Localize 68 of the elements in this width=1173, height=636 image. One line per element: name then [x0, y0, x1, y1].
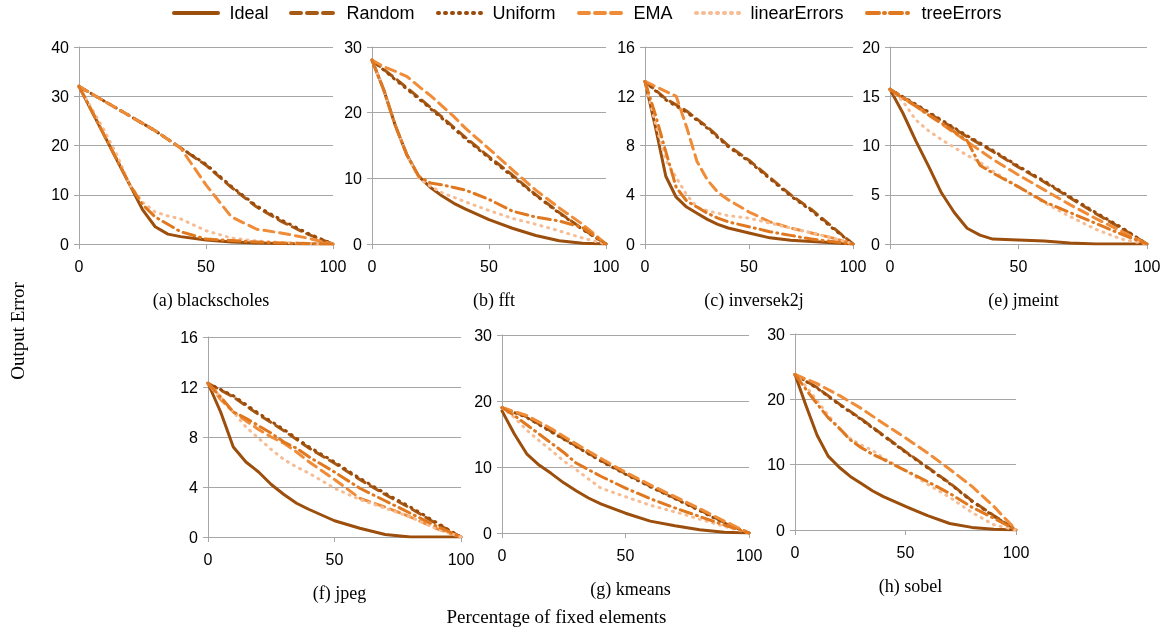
y-tick-label: 15	[862, 87, 881, 105]
y-tick-label: 4	[626, 186, 636, 204]
y-tick-label: 20	[344, 104, 363, 122]
y-tick-label: 10	[474, 458, 493, 476]
legend-label: linearErrors	[750, 2, 844, 24]
y-tick-label: 16	[180, 328, 199, 346]
y-tick-label: 30	[51, 87, 70, 105]
text: (b) fft	[472, 290, 516, 311]
x-tick-label: 50	[1009, 257, 1028, 275]
y-tick-label: 0	[189, 528, 199, 546]
y-tick-label: 8	[189, 428, 199, 446]
x-tick-label: 50	[480, 257, 498, 275]
x-tick-label: 100	[1002, 543, 1030, 561]
y-tick-label: 0	[60, 235, 70, 253]
y-axis-title: Output Error	[7, 281, 29, 381]
y-tick-label: 5	[871, 186, 881, 204]
x-tick-label: 0	[367, 257, 377, 275]
text: (f) jpeg	[312, 583, 367, 604]
y-tick-label: 16	[617, 38, 636, 56]
y-tick-label: 0	[353, 235, 363, 253]
x-tick-label: 100	[735, 546, 763, 564]
x-tick-label: 100	[592, 257, 620, 275]
y-tick-label: 30	[767, 325, 786, 343]
legend-label: treeErrors	[921, 2, 1002, 24]
x-tick-label: 100	[447, 550, 475, 568]
y-tick-label: 0	[776, 521, 786, 539]
x-tick-label: 100	[319, 257, 347, 275]
y-tick-label: 0	[871, 235, 881, 253]
y-tick-label: 0	[483, 524, 493, 542]
y-tick-label: 30	[474, 326, 493, 344]
y-tick-label: 10	[767, 456, 786, 474]
text: (g) kmeans	[590, 579, 671, 600]
x-tick-label: 0	[203, 550, 213, 568]
y-tick-label: 8	[626, 137, 636, 154]
text: (e) jmeint	[988, 290, 1059, 311]
y-tick-label: 20	[474, 392, 493, 410]
text: (h) sobel	[878, 576, 943, 597]
y-tick-label: 10	[344, 169, 363, 187]
y-tick-label: 20	[767, 390, 786, 408]
legend-label: Uniform	[492, 2, 556, 24]
text: (c) inversek2j	[704, 290, 804, 311]
legend-label: Random	[346, 2, 415, 24]
y-tick-label: 10	[51, 186, 70, 204]
y-tick-label: 12	[617, 87, 636, 105]
x-tick-label: 0	[885, 257, 895, 275]
x-tick-label: 100	[1133, 257, 1161, 275]
x-tick-label: 0	[497, 546, 507, 564]
x-tick-label: 50	[896, 543, 915, 561]
text: (a) blackscholes	[152, 290, 270, 311]
x-tick-label: 0	[790, 543, 800, 561]
x-tick-label: 50	[197, 257, 215, 275]
legend-label: Ideal	[229, 2, 269, 24]
y-tick-label: 12	[180, 378, 199, 396]
y-tick-label: 40	[51, 38, 70, 56]
x-axis-title: Percentage of fixed elements	[445, 606, 668, 628]
y-tick-label: 20	[51, 137, 70, 154]
x-tick-label: 100	[839, 257, 867, 275]
y-tick-label: 0	[626, 235, 636, 253]
x-tick-label: 0	[74, 257, 84, 275]
x-tick-label: 50	[325, 550, 344, 568]
y-tick-label: 4	[189, 478, 199, 496]
y-tick-label: 30	[344, 38, 363, 56]
x-tick-label: 50	[616, 546, 635, 564]
legend-label: EMA	[633, 2, 673, 24]
x-tick-label: 0	[640, 257, 650, 275]
y-tick-label: 20	[862, 38, 881, 56]
y-tick-label: 10	[862, 137, 881, 154]
x-tick-label: 50	[740, 257, 758, 275]
